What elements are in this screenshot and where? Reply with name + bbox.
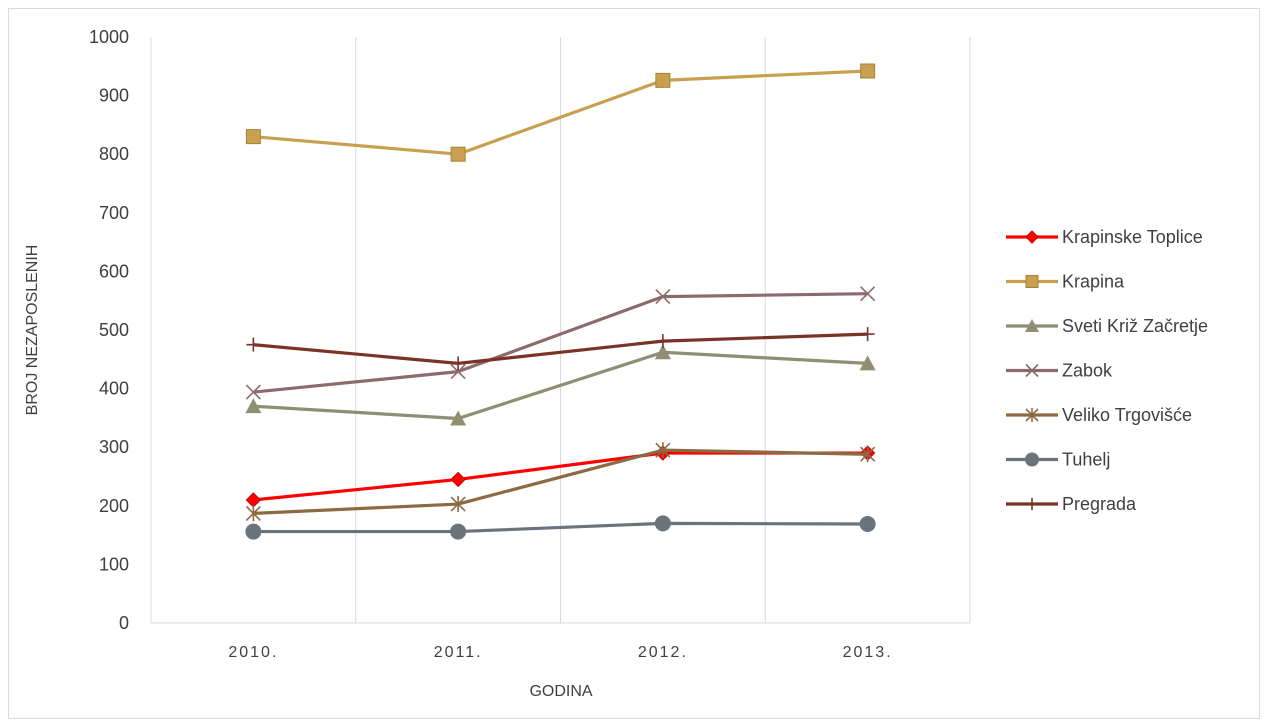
data-point (450, 471, 466, 488)
data-point (1025, 408, 1039, 422)
x-tick-labels: 2010. 2011. 2012. 2013. (228, 644, 893, 661)
data-point (655, 442, 671, 459)
data-point (451, 356, 466, 371)
y-tick-label: 0 (119, 613, 129, 633)
data-point (859, 355, 876, 371)
series-pregrada (246, 327, 875, 371)
y-tick-label: 100 (99, 554, 129, 574)
series-group (245, 63, 876, 540)
x-tick-label: 2013. (843, 644, 893, 661)
data-point (859, 515, 876, 532)
series-veliko-trgovišće (245, 442, 876, 522)
legend-item: Krapina (1006, 272, 1125, 292)
series-line (253, 332, 868, 366)
legend-item: Zabok (1006, 361, 1113, 381)
series-line (253, 69, 868, 156)
data-point (1025, 363, 1039, 378)
data-point (245, 523, 262, 540)
data-point (654, 344, 671, 360)
data-point (654, 515, 671, 532)
legend-label: Pregrada (1062, 494, 1137, 514)
legend-item: Sveti Križ Začretje (1006, 316, 1208, 336)
axes (150, 37, 970, 624)
data-point (860, 327, 875, 342)
data-point (860, 446, 876, 463)
legend-item: Tuhelj (1006, 450, 1110, 470)
legend-label: Krapinske Toplice (1062, 227, 1203, 247)
series-zabok (245, 286, 876, 400)
data-point (450, 523, 467, 540)
y-tick-label: 300 (99, 437, 129, 457)
y-axis-title: BROJ NEZAPOSLENIH (24, 245, 41, 416)
legend-label: Veliko Trgovišće (1062, 405, 1192, 425)
data-point (655, 289, 671, 305)
grid-lines (355, 37, 971, 623)
data-point (245, 129, 261, 145)
data-point (450, 364, 466, 380)
series-line (253, 350, 868, 421)
series-line (253, 448, 868, 516)
x-tick-label: 2010. (228, 644, 278, 661)
legend-label: Zabok (1062, 361, 1113, 381)
data-point (655, 72, 671, 88)
y-tick-label: 400 (99, 379, 129, 399)
data-point (1025, 230, 1039, 244)
data-point (655, 334, 670, 349)
data-point (860, 286, 876, 302)
data-point (1025, 275, 1039, 288)
x-tick-label: 2011. (434, 644, 483, 661)
legend-label: Tuhelj (1062, 450, 1110, 470)
series-tuhelj (245, 515, 876, 540)
legend: Krapinske Toplice Krapina Sveti Križ Začre… (1006, 227, 1208, 514)
data-point (450, 496, 466, 513)
data-point (245, 505, 261, 522)
data-point (860, 63, 876, 79)
legend-item: Pregrada (1006, 494, 1137, 514)
data-point (450, 146, 466, 162)
y-tick-label: 700 (99, 203, 129, 223)
series-krapina (245, 63, 876, 162)
data-point (1025, 452, 1039, 467)
y-tick-label: 200 (99, 496, 129, 516)
y-tick-label: 600 (99, 261, 129, 281)
y-tick-label: 800 (99, 144, 129, 164)
data-point (245, 384, 261, 400)
y-tick-label: 500 (99, 320, 129, 340)
data-point (245, 492, 262, 508)
y-tick-label: 1000 (89, 27, 129, 47)
data-point (1025, 319, 1039, 332)
x-axis-title: GODINA (529, 683, 592, 700)
data-point (245, 398, 262, 414)
data-point (246, 337, 261, 352)
x-tick-label: 2012. (638, 644, 688, 661)
y-tick-label: 900 (99, 86, 129, 106)
y-tick-labels: 0 100 200 300 400 500 600 700 800 900 1000 (89, 27, 129, 633)
chart-frame (8, 8, 1260, 719)
series-sveti-križ-začretje (245, 344, 876, 426)
legend-item: Veliko Trgovišće (1006, 405, 1192, 425)
series-line (253, 292, 868, 394)
data-point (450, 410, 467, 426)
series-line (253, 521, 868, 534)
legend-item: Krapinske Toplice (1006, 227, 1203, 247)
legend-label: Krapina (1062, 272, 1125, 292)
legend-label: Sveti Križ Začretje (1062, 316, 1208, 336)
data-point (1026, 498, 1038, 510)
